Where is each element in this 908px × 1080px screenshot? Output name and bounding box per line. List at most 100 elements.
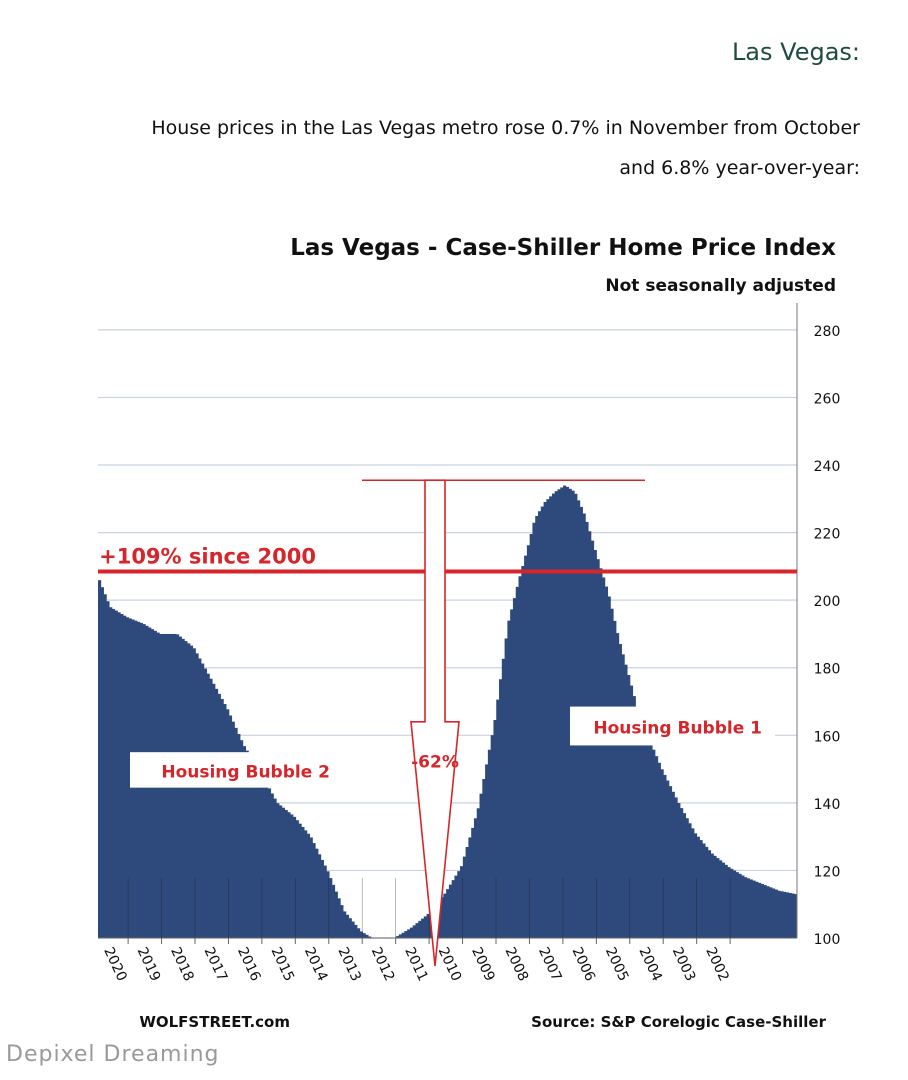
bar [760,883,764,938]
bar [298,823,302,938]
bar [295,820,299,938]
bar [535,515,539,938]
x-tick-label-2017: 2017 [201,945,231,984]
bar [696,836,700,938]
bar [337,898,341,938]
bar [270,793,274,938]
bar [448,884,453,938]
bar [721,862,725,938]
bar [471,827,475,938]
bar [660,769,664,938]
bar [688,823,692,938]
x-tick-label-2009: 2009 [468,945,498,984]
bar [741,875,745,938]
bar [487,749,492,938]
bar [468,837,472,938]
bar [354,924,358,938]
bar [228,715,233,938]
bar [602,577,606,938]
bar [111,608,116,938]
bar [340,905,344,938]
bar [607,596,611,938]
bar [259,773,263,938]
bar [265,783,269,938]
bar [426,913,430,938]
bar [699,840,703,938]
bar [641,726,645,938]
bar [629,685,634,938]
bar [359,931,363,938]
bar [752,880,756,938]
article-paragraph: House prices in the Las Vegas metro rose… [40,108,860,188]
chart-subtitle: Not seasonally adjusted [605,276,836,296]
source-note: Source: S&P Corelogic Case-Shiller [531,1013,826,1031]
bar [184,641,188,938]
bar [549,496,553,938]
bar [198,658,202,938]
bar [599,568,603,938]
bubble1-label: Housing Bubble 1 [593,718,762,738]
bar [223,704,227,938]
bar [273,798,277,938]
bar [240,740,244,938]
x-tick-label-2005: 2005 [602,945,632,984]
bar [713,855,717,938]
bar [746,878,751,938]
bar [443,893,447,938]
bar [326,871,330,938]
bar [657,762,661,938]
bar [245,750,249,938]
bar [666,780,670,938]
bar [460,866,464,938]
bar [538,511,542,938]
bar [524,555,528,938]
bar [114,610,118,938]
bar [532,522,536,938]
bar [671,791,675,938]
bar [755,881,759,938]
bar [231,721,235,938]
bar [351,921,355,938]
x-tick-label-2015: 2015 [267,945,297,984]
bar [226,709,230,938]
y-tick-label-240: 240 [814,459,841,475]
x-tick-label-2012: 2012 [368,945,398,984]
bar [691,828,695,938]
bar [306,833,311,938]
brand-label: WOLFSTREET.com [139,1013,290,1031]
bubble1-label-box [570,706,775,746]
bar [680,808,684,938]
y-tick-label-180: 180 [814,662,841,678]
bar [677,803,681,938]
bar [103,594,107,938]
bar [312,843,316,938]
bar [365,934,369,938]
bar [253,764,258,938]
paragraph-line-1: House prices in the Las Vegas metro rose… [151,117,860,139]
x-tick-label-2016: 2016 [234,945,264,984]
bar [395,936,400,938]
x-tick-label-2019: 2019 [134,945,164,984]
bar [201,663,205,938]
bar [518,576,522,938]
bar [287,812,291,938]
bar [415,923,419,938]
bar [195,653,199,938]
bar [521,565,525,938]
bar [624,664,628,938]
y-tick-label-120: 120 [814,864,841,880]
bar [212,683,216,938]
bar [766,886,770,938]
bar [251,759,255,938]
bar [262,778,266,938]
y-tick-label-140: 140 [814,797,841,813]
bar [301,826,305,938]
bar [510,609,514,938]
bar [735,872,739,938]
bar [627,674,631,938]
annotations: +109% since 2000 Housing Bubble 1 Housing … [98,479,797,967]
bar [501,658,505,938]
x-tick-label-2011: 2011 [401,945,431,984]
bar [181,638,185,938]
bar [493,720,497,938]
